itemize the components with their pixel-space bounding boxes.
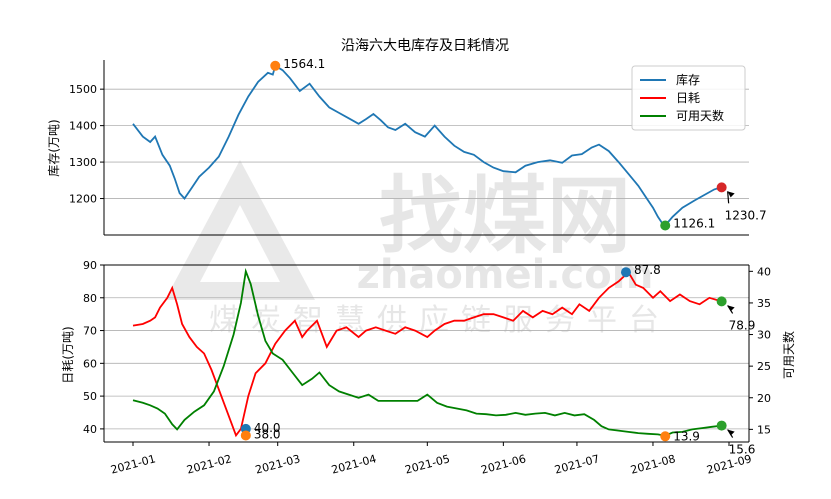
bottom-right-y-axis-label: 可用天数 (781, 331, 796, 379)
x-tick-label: 2021-02 (185, 452, 233, 476)
top-y-tick-label: 1500 (69, 83, 97, 96)
x-tick-label: 2021-08 (629, 452, 677, 476)
watermark: 找煤网 zhaomei.com 煤炭智慧供应链服务平台 (165, 160, 671, 338)
annotation-label: 1126.1 (673, 216, 715, 230)
annotation-marker (660, 431, 671, 442)
x-tick-label: 2021-07 (553, 452, 601, 476)
bottom-left-y-tick-label: 40 (83, 423, 97, 436)
x-ticks: 2021-01 2021-02 2021-03 2021-04 2021-05 2021-… (109, 442, 753, 477)
annotation-marker (620, 267, 631, 278)
annotation-arrowhead (727, 305, 735, 312)
watermark-main-text: 找煤网 (379, 167, 631, 265)
x-tick-label: 2021-01 (109, 452, 157, 476)
top-y-tick-label: 1400 (69, 120, 97, 133)
annotation-marker (240, 430, 251, 441)
annotation-arrowhead (727, 429, 735, 436)
top-y-tick-label: 1200 (69, 193, 97, 206)
legend-box (631, 65, 746, 131)
top-annotations: 1564.1 1126.1 1230.7 (270, 57, 767, 231)
bottom-right-y-tick-label: 30 (757, 329, 771, 342)
annotation-marker (716, 420, 727, 431)
top-y-tick-label: 1300 (69, 156, 97, 169)
bottom-series-layer (132, 267, 722, 438)
bottom-right-y-tick-label: 35 (757, 297, 771, 310)
annotation-label: 15.6 (729, 443, 756, 457)
bottom-left-y-tick-label: 60 (83, 357, 97, 370)
annotation-label: 40.0 (254, 421, 281, 435)
bottom-right-y-tick-label: 40 (757, 265, 771, 278)
bottom-left-y-ticks: 40 50 60 70 80 90 (83, 259, 104, 436)
bottom-right-y-tick-label: 25 (757, 360, 771, 373)
bottom-right-y-tick-label: 20 (757, 392, 771, 405)
series-line-可用天数 (132, 267, 722, 437)
annotation-marker (270, 60, 281, 71)
chart-title: 沿海六大电库存及日耗情况 (341, 38, 509, 54)
bottom-left-y-tick-label: 70 (83, 325, 97, 338)
bottom-left-y-tick-label: 80 (83, 292, 97, 305)
bottom-left-y-tick-label: 50 (83, 390, 97, 403)
top-y-ticks: 1200 1300 1400 1500 (69, 83, 104, 206)
annotation-marker (660, 220, 671, 231)
annotation-marker (716, 182, 727, 193)
annotation-label: 1564.1 (283, 57, 325, 71)
bottom-right-y-ticks: 15 20 25 30 35 40 (749, 265, 771, 436)
legend-label: 可用天数 (676, 108, 724, 123)
bottom-axes (103, 264, 750, 443)
annotation-label: 78.9 (729, 318, 756, 332)
annotation-arrowhead (727, 191, 735, 198)
annotation-label: 38.0 (254, 427, 281, 441)
legend-label: 日耗 (676, 91, 700, 105)
bottom-left-y-tick-label: 90 (83, 259, 97, 272)
bottom-right-y-tick-label: 15 (757, 423, 771, 436)
x-tick-label: 2021-06 (480, 452, 528, 476)
series-line-库存 (132, 64, 722, 227)
top-y-axis-label: 库存(万吨) (46, 119, 61, 176)
x-tick-label: 2021-04 (330, 452, 378, 476)
watermark-url-text: zhaomei.com (357, 252, 654, 298)
watermark-logo-inner (200, 205, 280, 282)
annotation-label: 1230.7 (725, 208, 767, 222)
bottom-left-y-axis-label: 日耗(万吨) (61, 326, 75, 383)
series-line-日耗 (132, 270, 722, 438)
watermark-slogan-text: 煤炭智慧供应链服务平台 (209, 303, 671, 338)
x-tick-label: 2021-03 (254, 452, 302, 476)
bottom-annotations: 40.038.0 87.8 78.9 13.9 15.6 (240, 263, 756, 457)
annotation-marker (716, 296, 727, 307)
x-tick-label: 2021-05 (404, 452, 452, 476)
annotation-label: 87.8 (634, 263, 661, 277)
annotation-label: 13.9 (673, 429, 700, 443)
legend-label: 库存 (676, 72, 700, 87)
top-series-layer (132, 64, 722, 227)
annotation-arrow (727, 191, 730, 204)
